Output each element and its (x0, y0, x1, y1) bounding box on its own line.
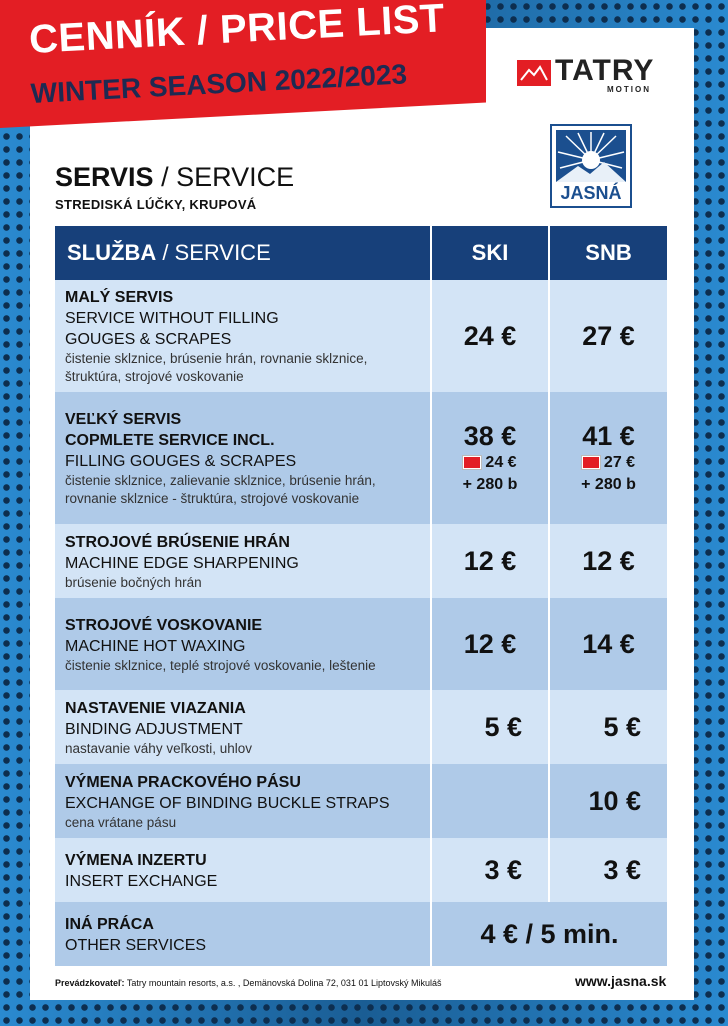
table-row: STROJOVÉ VOSKOVANIE MACHINE HOT WAXING č… (55, 598, 667, 690)
service-cell: VÝMENA PRACKOVÉHO PÁSU EXCHANGE OF BINDI… (55, 764, 432, 838)
snb-price: 14 € (549, 598, 667, 690)
website-url: www.jasna.sk (575, 973, 667, 989)
section-location: STREDISKÁ LÚČKY, KRUPOVÁ (55, 197, 257, 212)
jasna-logo-text: JASNÁ (560, 183, 622, 203)
service-cell: NASTAVENIE VIAZANIA BINDING ADJUSTMENT n… (55, 690, 432, 764)
ski-price: 24 € (431, 280, 550, 392)
gopass-card-icon (581, 455, 600, 469)
both-price: 4 € / 5 min. (431, 902, 667, 966)
ski-price: 12 € (431, 524, 550, 598)
snb-price: 10 € (549, 764, 667, 838)
gopass-card-icon (463, 455, 482, 469)
service-cell: STROJOVÉ VOSKOVANIE MACHINE HOT WAXING č… (55, 598, 432, 690)
ski-price: 3 € (431, 838, 550, 902)
service-cell: MALÝ SERVIS SERVICE WITHOUT FILLING GOUG… (55, 280, 432, 392)
sun-icon (556, 130, 626, 182)
service-cell: VEĽKÝ SERVIS COPMLETE SERVICE INCL. FILL… (55, 392, 432, 524)
service-cell: INÁ PRÁCA OTHER SERVICES (55, 902, 432, 966)
snb-price: 5 € (549, 690, 667, 764)
table-row: VEĽKÝ SERVIS COPMLETE SERVICE INCL. FILL… (55, 392, 667, 524)
table-header: SLUŽBA / SERVICE SKI SNB (55, 226, 667, 280)
table-row: INÁ PRÁCA OTHER SERVICES 4 € / 5 min. (55, 902, 667, 966)
table-row: NASTAVENIE VIAZANIA BINDING ADJUSTMENT n… (55, 690, 667, 764)
table-row: VÝMENA PRACKOVÉHO PÁSU EXCHANGE OF BINDI… (55, 764, 667, 838)
operator-info: Prevádzkovateľ: Tatry mountain resorts, … (55, 978, 442, 988)
service-cell: VÝMENA INZERTU INSERT EXCHANGE (55, 838, 432, 902)
snb-price: 12 € (549, 524, 667, 598)
snb-price: 27 € (549, 280, 667, 392)
ski-price: 12 € (431, 598, 550, 690)
table-row: MALÝ SERVIS SERVICE WITHOUT FILLING GOUG… (55, 280, 667, 392)
snb-price: 3 € (549, 838, 667, 902)
ski-price (431, 764, 550, 838)
jasna-logo: JASNÁ (550, 124, 632, 208)
table-row: STROJOVÉ BRÚSENIE HRÁN MACHINE EDGE SHAR… (55, 524, 667, 598)
col-snb: SNB (549, 226, 667, 280)
ski-price: 38 € 24 € + 280 b (431, 392, 550, 524)
service-cell: STROJOVÉ BRÚSENIE HRÁN MACHINE EDGE SHAR… (55, 524, 432, 598)
mountain-icon (517, 60, 551, 86)
col-ski: SKI (431, 226, 550, 280)
snb-price: 41 € 27 € + 280 b (549, 392, 667, 524)
col-service: SLUŽBA / SERVICE (55, 226, 432, 280)
tatry-logo-sub: MOTION (607, 85, 651, 94)
table-row: VÝMENA INZERTU INSERT EXCHANGE 3 € 3 € (55, 838, 667, 902)
tatry-logo-text: TATRY (555, 54, 655, 87)
tatry-motion-logo: TATRY MOTION (517, 54, 667, 94)
ski-price: 5 € (431, 690, 550, 764)
price-table: SLUŽBA / SERVICE SKI SNB MALÝ SERVIS SER… (55, 226, 667, 966)
section-title: SERVIS / SERVICE (55, 162, 295, 192)
